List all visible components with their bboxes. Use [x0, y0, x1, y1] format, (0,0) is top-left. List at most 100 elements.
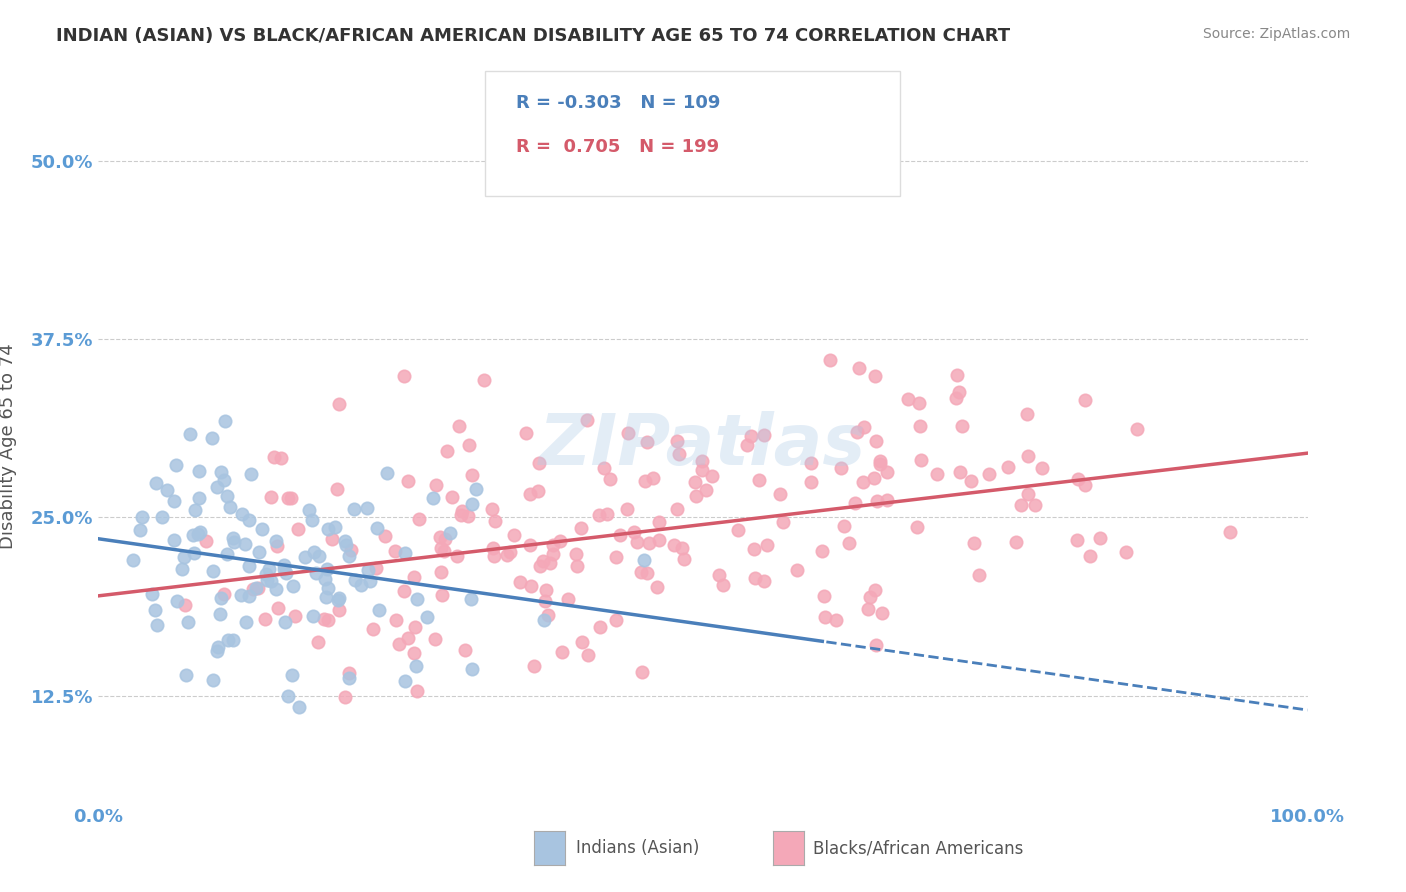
Point	[700, 469, 723, 483]
Point	[404, 620, 426, 634]
Point	[335, 538, 357, 552]
Point	[408, 512, 430, 526]
Point	[183, 546, 205, 560]
Point	[588, 508, 610, 522]
Point	[361, 622, 384, 636]
Point	[526, 483, 548, 498]
Point	[215, 547, 238, 561]
Point	[852, 420, 875, 434]
Point	[671, 541, 693, 556]
Point	[814, 609, 837, 624]
Point	[845, 425, 868, 440]
Point	[396, 474, 419, 488]
Point	[217, 633, 239, 648]
Point	[274, 615, 297, 629]
Point	[786, 563, 808, 577]
Point	[465, 482, 488, 496]
Point	[637, 536, 659, 550]
Point	[266, 539, 288, 553]
Point	[440, 490, 463, 504]
Point	[461, 467, 484, 482]
Point	[865, 434, 887, 448]
Point	[756, 538, 779, 552]
Point	[690, 454, 713, 468]
Point	[337, 671, 360, 685]
Point	[194, 534, 217, 549]
Point	[394, 674, 416, 689]
Point	[502, 527, 524, 541]
Point	[631, 665, 654, 679]
Point	[201, 431, 224, 445]
Point	[284, 608, 307, 623]
Point	[740, 429, 762, 443]
Point	[1024, 498, 1046, 512]
Point	[596, 508, 619, 522]
Point	[754, 574, 776, 588]
Point	[969, 568, 991, 582]
Point	[499, 545, 522, 559]
Point	[668, 446, 690, 460]
Point	[187, 491, 209, 505]
Point	[301, 513, 323, 527]
Point	[187, 463, 209, 477]
Point	[188, 525, 211, 540]
Point	[166, 594, 188, 608]
Point	[707, 568, 730, 582]
Point	[960, 475, 983, 489]
Point	[238, 589, 260, 603]
Point	[433, 544, 456, 558]
Point	[366, 561, 388, 575]
Point	[831, 461, 853, 475]
Point	[273, 562, 295, 576]
Point	[735, 438, 758, 452]
Point	[1074, 393, 1097, 408]
Point	[481, 502, 503, 516]
Point	[256, 573, 278, 587]
Point	[406, 592, 429, 607]
Point	[534, 583, 557, 598]
Point	[328, 397, 350, 411]
Point	[281, 668, 304, 682]
Point	[599, 472, 621, 486]
Point	[744, 571, 766, 585]
Point	[876, 465, 898, 479]
Point	[711, 578, 734, 592]
Point	[233, 537, 256, 551]
Point	[666, 501, 689, 516]
Point	[176, 615, 198, 629]
Point	[242, 582, 264, 596]
Point	[616, 425, 638, 440]
Point	[337, 549, 360, 564]
Point	[253, 612, 276, 626]
Point	[173, 598, 195, 612]
Point	[636, 566, 658, 580]
Point	[214, 414, 236, 428]
Point	[321, 532, 343, 546]
Point	[423, 632, 446, 647]
Point	[298, 503, 321, 517]
Point	[277, 689, 299, 703]
Point	[150, 510, 173, 524]
Point	[482, 541, 505, 555]
Point	[1031, 461, 1053, 475]
Text: R =  0.705   N = 199: R = 0.705 N = 199	[516, 138, 718, 156]
Point	[439, 525, 461, 540]
Point	[446, 549, 468, 564]
Text: ZIPatlas: ZIPatlas	[540, 411, 866, 481]
Point	[222, 532, 245, 546]
Point	[430, 588, 453, 602]
Point	[1017, 487, 1039, 501]
Point	[316, 522, 339, 536]
Point	[122, 553, 145, 567]
Point	[523, 658, 546, 673]
Point	[375, 467, 398, 481]
Point	[302, 608, 325, 623]
Point	[852, 475, 875, 489]
Point	[205, 480, 228, 494]
Point	[515, 426, 537, 441]
Point	[950, 419, 973, 434]
Point	[145, 618, 167, 632]
Point	[270, 451, 292, 466]
Point	[863, 582, 886, 597]
Point	[742, 542, 765, 557]
